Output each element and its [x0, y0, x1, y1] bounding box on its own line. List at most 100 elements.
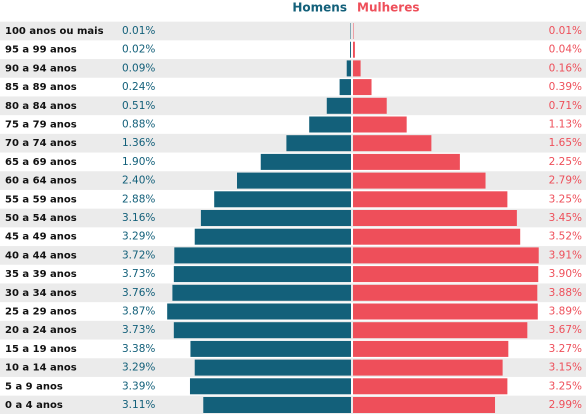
legend-entry: Homens — [292, 1, 347, 15]
bar — [353, 247, 539, 264]
bar — [286, 135, 351, 152]
category-label: 65 a 69 anos — [5, 157, 77, 168]
bar — [353, 135, 432, 152]
value-label: 3.67% — [549, 324, 582, 336]
bar — [353, 41, 355, 58]
bar — [353, 340, 509, 357]
bar — [353, 172, 486, 189]
value-label: 3.27% — [549, 343, 582, 355]
value-label: 2.40% — [122, 175, 155, 187]
category-label: 45 a 49 anos — [5, 232, 77, 243]
category-label: 60 a 64 anos — [5, 176, 77, 187]
value-label: 3.88% — [549, 287, 582, 299]
bar — [353, 397, 496, 413]
value-label: 3.39% — [122, 380, 155, 392]
value-label: 3.25% — [549, 193, 582, 205]
bar — [189, 378, 351, 395]
value-label: 0.16% — [549, 62, 582, 74]
bar — [237, 172, 351, 189]
value-label: 0.09% — [122, 62, 155, 74]
bar — [167, 303, 351, 320]
value-label: 3.87% — [122, 306, 155, 318]
value-label: 0.39% — [549, 81, 582, 93]
value-label: 3.16% — [122, 212, 155, 224]
value-label: 0.01% — [122, 25, 155, 37]
row-stripe — [0, 96, 586, 116]
bar — [353, 266, 539, 283]
bar — [353, 359, 503, 376]
value-label: 1.65% — [549, 137, 582, 149]
category-label: 30 a 34 anos — [5, 288, 77, 299]
value-label: 0.24% — [122, 81, 155, 93]
value-label: 0.71% — [549, 100, 582, 112]
value-label: 3.89% — [549, 306, 582, 318]
value-label: 0.04% — [549, 44, 582, 56]
value-label: 2.99% — [549, 399, 582, 411]
value-label: 2.79% — [549, 175, 582, 187]
value-label: 1.13% — [549, 119, 582, 131]
bar — [190, 340, 351, 357]
value-label: 2.25% — [549, 156, 582, 168]
value-label: 3.52% — [549, 231, 582, 243]
bar — [353, 153, 460, 170]
category-label: 85 a 89 anos — [5, 82, 77, 93]
value-label: 0.88% — [122, 119, 155, 131]
category-label: 90 a 94 anos — [5, 63, 77, 74]
bar — [346, 60, 351, 77]
legend-entry: Mulheres — [357, 1, 419, 15]
value-label: 3.73% — [122, 324, 155, 336]
bar — [174, 247, 351, 264]
bar — [173, 322, 351, 339]
bar — [353, 378, 508, 395]
bar — [353, 60, 361, 77]
category-label: 40 a 44 anos — [5, 250, 77, 261]
bar — [353, 79, 372, 96]
value-label: 3.91% — [549, 249, 582, 261]
value-label: 0.01% — [549, 25, 582, 37]
category-label: 25 a 29 anos — [5, 307, 77, 318]
bar — [339, 79, 351, 96]
bar — [353, 228, 521, 245]
bar — [260, 153, 351, 170]
value-label: 0.02% — [122, 44, 155, 56]
bar — [353, 303, 538, 320]
value-label: 0.51% — [122, 100, 155, 112]
value-label: 1.36% — [122, 137, 155, 149]
bar — [353, 322, 528, 339]
bar — [203, 397, 351, 413]
row-stripe — [0, 59, 586, 78]
bar — [353, 191, 508, 208]
value-label: 3.29% — [122, 231, 155, 243]
bar — [350, 41, 351, 58]
category-label: 10 a 14 anos — [5, 363, 77, 374]
value-label: 3.29% — [122, 362, 155, 374]
value-label: 3.73% — [122, 268, 155, 280]
bar — [353, 210, 517, 226]
category-label: 15 a 19 anos — [5, 344, 77, 355]
value-label: 3.11% — [122, 399, 155, 411]
bar — [353, 116, 407, 133]
bar — [309, 116, 351, 133]
value-label: 3.25% — [549, 380, 582, 392]
value-label: 3.72% — [122, 249, 155, 261]
bar — [173, 266, 351, 283]
bar — [172, 284, 351, 301]
category-label: 50 a 54 anos — [5, 213, 77, 224]
bar — [194, 228, 351, 245]
category-label: 0 a 4 anos — [5, 400, 63, 411]
bar — [194, 359, 351, 376]
category-label: 80 a 84 anos — [5, 101, 77, 112]
bar — [326, 97, 351, 114]
value-label: 3.90% — [549, 268, 582, 280]
value-label: 3.76% — [122, 287, 155, 299]
category-label: 100 anos ou mais — [5, 26, 104, 37]
value-label: 1.90% — [122, 156, 155, 168]
category-label: 20 a 24 anos — [5, 325, 77, 336]
row-stripe — [0, 21, 586, 41]
value-label: 3.15% — [549, 362, 582, 374]
value-label: 2.88% — [122, 193, 155, 205]
category-label: 95 a 99 anos — [5, 45, 77, 56]
category-label: 5 a 9 anos — [5, 381, 63, 392]
category-label: 35 a 39 anos — [5, 269, 77, 280]
